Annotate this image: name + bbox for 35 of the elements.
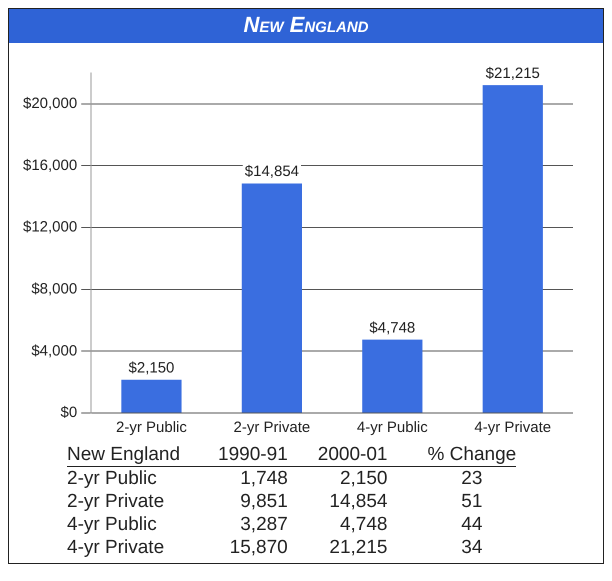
text: 2,150 (338, 467, 388, 490)
text: 1,748 (239, 467, 288, 490)
text: 9,851 (239, 490, 288, 513)
text: 2-yr Public (67, 467, 158, 490)
data-label: $4,748 (369, 319, 416, 336)
text: % Change (388, 443, 516, 466)
text: 2-yr Private (67, 490, 166, 513)
x-tick-label: 4-yr Public (356, 419, 428, 436)
data-label: $14,854 (244, 163, 300, 180)
text: 1990-91 (188, 443, 288, 466)
text: 34 (460, 536, 484, 559)
text: 4-yr Public (67, 513, 158, 536)
data-label: $21,215 (486, 64, 540, 82)
text: 23 (460, 467, 484, 490)
chart-title: New England (9, 9, 603, 43)
y-tick-label: $20,000 (22, 95, 78, 112)
text: 21,215 (328, 536, 388, 559)
text: 4,748 (338, 513, 388, 536)
text: 15,870 (228, 536, 288, 559)
y-tick-label: $0 (60, 404, 78, 422)
y-tick-label: $16,000 (22, 156, 78, 174)
y-tick-label: $12,000 (22, 218, 78, 236)
text: 4-yr Private (67, 536, 166, 559)
text: 2000-01 (288, 443, 388, 466)
x-tick-label: 2-yr Private (234, 419, 310, 436)
x-tick-label: 2-yr Public (116, 419, 188, 436)
y-tick-label: $8,000 (31, 280, 78, 298)
text: 44 (460, 513, 484, 536)
text: 3,287 (239, 513, 288, 536)
x-tick-label: 4-yr Private (474, 419, 552, 436)
text: New England (67, 443, 188, 466)
data-label: $2,150 (128, 359, 174, 376)
text: 14,854 (328, 490, 388, 513)
text: 51 (460, 490, 484, 513)
y-tick-label: $4,000 (31, 342, 78, 360)
